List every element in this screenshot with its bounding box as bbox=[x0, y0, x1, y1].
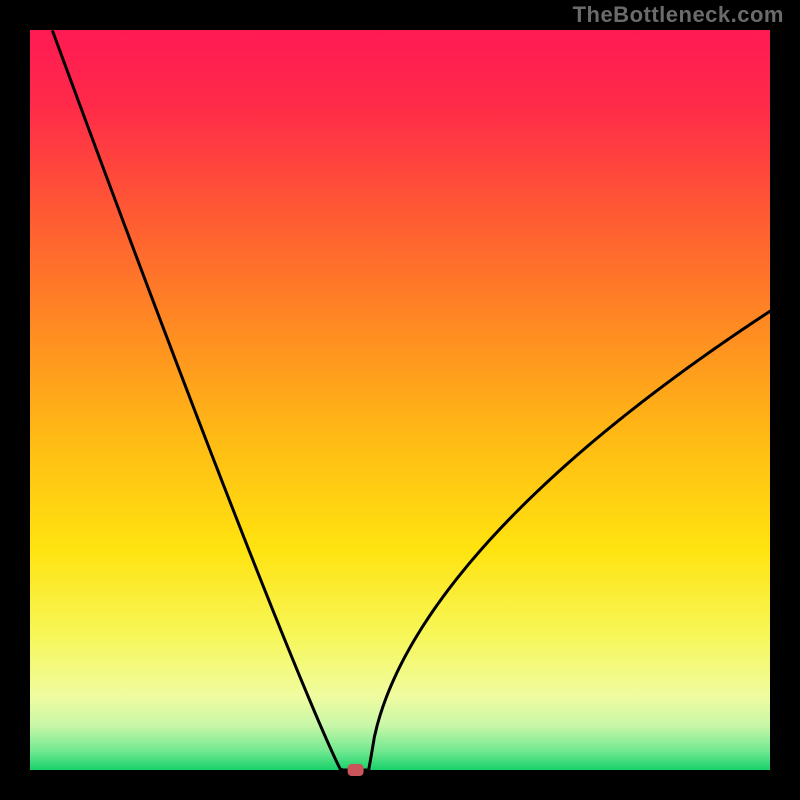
optimum-marker bbox=[348, 764, 364, 776]
chart-plot-area bbox=[30, 30, 770, 770]
bottleneck-chart bbox=[0, 0, 800, 800]
bottleneck-chart-container: TheBottleneck.com bbox=[0, 0, 800, 800]
